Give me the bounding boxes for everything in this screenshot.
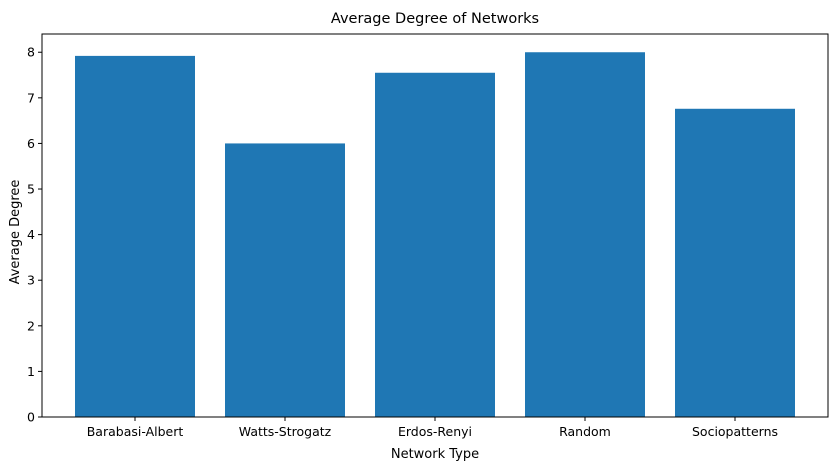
y-tick-label: 7 bbox=[27, 90, 35, 105]
x-tick-label: Sociopatterns bbox=[692, 424, 778, 439]
y-tick-label: 3 bbox=[27, 273, 35, 288]
x-tick-label: Random bbox=[559, 424, 611, 439]
x-axis: Barabasi-Albert Watts-Strogatz Erdos-Renyi… bbox=[87, 417, 778, 439]
x-tick-label: Watts-Strogatz bbox=[239, 424, 332, 439]
y-tick-label: 4 bbox=[27, 227, 35, 242]
x-tick-label: Barabasi-Albert bbox=[87, 424, 184, 439]
y-axis: 0 1 2 3 4 5 6 7 8 bbox=[27, 45, 42, 425]
y-tick-label: 1 bbox=[27, 364, 35, 379]
x-axis-label: Network Type bbox=[391, 447, 479, 462]
bars-group bbox=[75, 52, 795, 418]
y-tick-label: 0 bbox=[27, 410, 35, 425]
plot-frame bbox=[41, 33, 829, 418]
y-tick-label: 8 bbox=[27, 45, 35, 60]
bar-barabasi-albert bbox=[75, 55, 195, 417]
bar-random bbox=[525, 52, 645, 418]
y-tick-label: 5 bbox=[27, 182, 35, 197]
y-axis-label: Average Degree bbox=[8, 180, 23, 285]
bar-erdos-renyi bbox=[375, 72, 495, 417]
x-tick-label: Erdos-Renyi bbox=[398, 424, 472, 439]
bar-watts-strogatz bbox=[225, 143, 345, 417]
bar-sociopatterns bbox=[675, 108, 795, 417]
y-tick-label: 2 bbox=[27, 318, 35, 333]
y-tick-label: 6 bbox=[27, 136, 35, 151]
chart-title: Average Degree of Networks bbox=[331, 11, 539, 27]
